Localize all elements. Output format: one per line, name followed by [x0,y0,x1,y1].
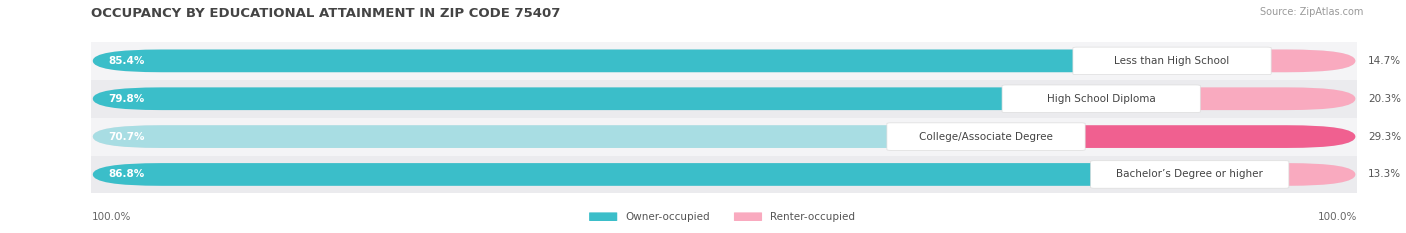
Text: Source: ZipAtlas.com: Source: ZipAtlas.com [1260,7,1364,17]
Text: 29.3%: 29.3% [1368,132,1402,142]
Text: Less than High School: Less than High School [1115,56,1230,66]
Text: High School Diploma: High School Diploma [1047,94,1156,104]
Text: Owner-occupied: Owner-occupied [626,212,710,222]
Text: Bachelor’s Degree or higher: Bachelor’s Degree or higher [1116,169,1263,179]
Text: 20.3%: 20.3% [1368,94,1400,104]
Text: OCCUPANCY BY EDUCATIONAL ATTAINMENT IN ZIP CODE 75407: OCCUPANCY BY EDUCATIONAL ATTAINMENT IN Z… [91,7,561,20]
Text: College/Associate Degree: College/Associate Degree [920,132,1053,142]
Text: Renter-occupied: Renter-occupied [770,212,855,222]
Text: 13.3%: 13.3% [1368,169,1402,179]
Text: 79.8%: 79.8% [108,94,145,104]
Text: 86.8%: 86.8% [108,169,145,179]
Text: 100.0%: 100.0% [91,212,131,222]
Text: 70.7%: 70.7% [108,132,145,142]
Text: 100.0%: 100.0% [1317,212,1357,222]
Text: 14.7%: 14.7% [1368,56,1402,66]
Text: 85.4%: 85.4% [108,56,145,66]
